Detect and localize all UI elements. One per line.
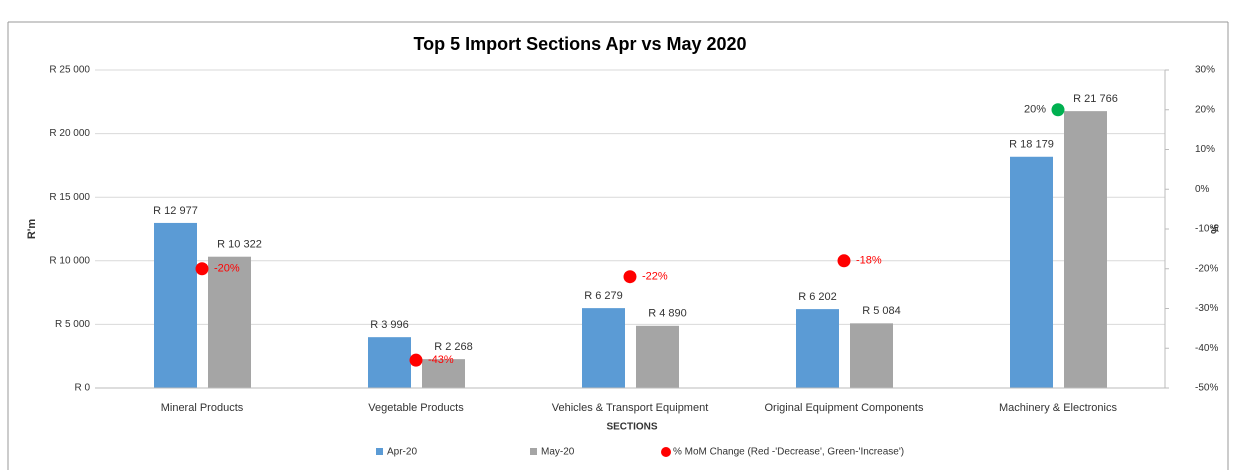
y2-tick-label: -40%	[1195, 343, 1218, 354]
y2-tick-label: -30%	[1195, 303, 1218, 314]
change-label: -20%	[214, 263, 240, 275]
change-label: -43%	[428, 354, 454, 366]
change-point	[409, 353, 423, 367]
x-tick-label: Vehicles & Transport Equipment	[552, 402, 709, 414]
change-point	[837, 254, 851, 268]
y-tick-label: R 20 000	[49, 128, 90, 139]
bar	[368, 337, 411, 388]
legend-marker	[376, 448, 383, 455]
bar	[422, 359, 465, 388]
x-tick-label: Original Equipment Components	[765, 402, 924, 414]
bar-value-label: R 2 268	[434, 341, 473, 353]
legend-label: % MoM Change (Red -'Decrease', Green-'In…	[673, 447, 904, 458]
legend-label: Apr-20	[387, 447, 417, 458]
bar	[154, 222, 197, 388]
legend-label: May-20	[541, 447, 575, 458]
change-label: 20%	[1024, 104, 1046, 116]
y2-tick-label: 10%	[1195, 144, 1215, 155]
y-tick-label: R 0	[74, 383, 90, 394]
bar-value-label: R 21 766	[1073, 93, 1118, 105]
change-label: -18%	[856, 255, 882, 267]
x-tick-label: Vegetable Products	[368, 402, 464, 414]
y2-tick-label: 20%	[1195, 104, 1215, 115]
bar	[1010, 156, 1053, 388]
bar-value-label: R 18 179	[1009, 139, 1054, 151]
y2-tick-label: -50%	[1195, 383, 1218, 394]
y-axis-label: R'm	[26, 219, 38, 240]
y-tick-label: R 10 000	[49, 255, 90, 266]
x-tick-label: Mineral Products	[161, 402, 244, 414]
bar-value-label: R 6 202	[798, 291, 837, 303]
bar	[582, 308, 625, 388]
x-axis-label: SECTIONS	[606, 422, 657, 433]
bar	[208, 256, 251, 388]
bar	[796, 309, 839, 388]
y-tick-label: R 25 000	[49, 65, 90, 76]
bar-value-label: R 4 890	[648, 308, 687, 320]
chart-title: Top 5 Import Sections Apr vs May 2020	[413, 34, 746, 54]
y2-tick-label: -20%	[1195, 263, 1218, 274]
bar-value-label: R 10 322	[217, 239, 262, 251]
change-point	[1051, 103, 1065, 117]
bar	[1064, 111, 1107, 389]
y-tick-label: R 15 000	[49, 192, 90, 203]
y2-tick-label: 30%	[1195, 65, 1215, 76]
y2-tick-label: 0%	[1195, 184, 1210, 195]
change-label: -22%	[642, 271, 668, 283]
legend-marker	[661, 447, 671, 457]
bar-value-label: R 5 084	[862, 305, 901, 317]
change-point	[195, 262, 209, 276]
bar	[636, 325, 679, 388]
bar	[850, 323, 893, 388]
bar-value-label: R 6 279	[584, 290, 623, 302]
y2-axis-label: %	[1208, 224, 1220, 234]
change-point	[623, 270, 637, 284]
y-tick-label: R 5 000	[55, 319, 90, 330]
y2-tick-label: -10%	[1195, 224, 1218, 235]
bar-value-label: R 3 996	[370, 319, 409, 331]
bar-value-label: R 12 977	[153, 205, 198, 217]
legend-marker	[530, 448, 537, 455]
x-tick-label: Machinery & Electronics	[999, 402, 1117, 414]
